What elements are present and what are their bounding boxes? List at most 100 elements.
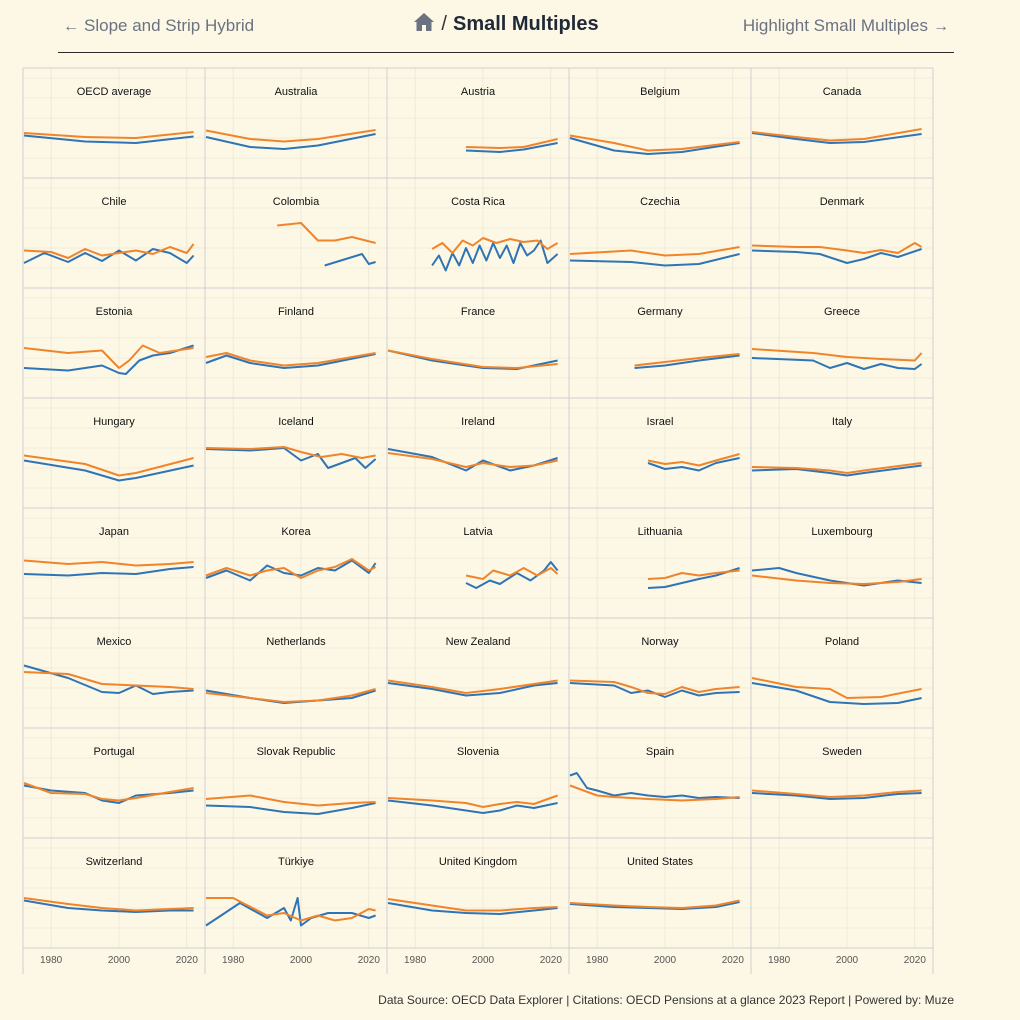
series-line-orange [23,344,194,369]
panel-title: Finland [278,306,314,318]
series-line-blue [569,253,740,267]
series-line-orange [205,352,376,367]
panel-title: Israel [647,416,674,428]
series-line-orange [23,782,194,802]
x-tick-label: 2000 [108,955,131,966]
panel-title: Denmark [820,196,865,208]
series-line-orange [751,462,922,474]
series-line-orange [569,134,740,152]
series-line-blue [23,344,194,375]
series-line-orange [569,679,740,695]
series-line-orange [23,454,194,477]
series-line-orange [751,348,923,362]
series-line-orange [465,567,559,580]
series-line-blue [751,567,922,587]
series-line-orange [751,574,922,585]
series-line-blue [23,899,194,913]
panel-title: Slovak Republic [257,746,336,758]
next-page-link[interactable]: Highlight Small Multiples → [743,16,954,36]
series-line-orange [205,129,376,143]
panel-title: Mexico [97,636,132,648]
x-tick-label: 1980 [222,955,245,966]
x-tick-label: 2020 [176,955,199,966]
x-tick-label: 2020 [358,955,381,966]
series-line-blue [387,799,558,814]
series-line-orange [569,246,740,257]
panel-title: Costa Rica [451,196,506,208]
panel-title: Iceland [278,416,313,428]
panel-title: Chile [101,196,126,208]
x-tick-label: 1980 [40,955,63,966]
series-line-orange [23,897,194,912]
series-line-blue [205,353,376,369]
x-tick-label: 2020 [722,955,745,966]
series-line-orange [205,794,376,807]
series-line-blue [569,137,740,155]
page-title: Small Multiples [452,13,599,35]
series-line-orange [634,353,740,367]
series-line-blue [205,897,376,927]
panel-title: Luxembourg [811,526,872,538]
panel-title: Spain [646,746,674,758]
series-line-blue [465,142,558,153]
series-line-blue [647,457,740,472]
series-line-blue [751,357,923,370]
series-line-blue [23,664,194,695]
series-line-orange [387,794,558,808]
series-line-blue [387,682,558,697]
series-line-orange [751,789,922,798]
prev-page-label: Slope and Strip Hybrid [84,16,255,35]
series-line-blue [431,239,559,272]
series-line-blue [23,248,195,264]
series-line-blue [324,253,376,267]
panel-title: Norway [641,636,679,648]
panel-title: Korea [281,526,311,538]
x-tick-label: 2020 [540,955,563,966]
panel-title: Switzerland [86,856,143,868]
series-line-orange [647,569,740,580]
series-line-blue [23,459,194,482]
footer-credits: Data Source: OECD Data Explorer | Citati… [378,993,954,1007]
panel-title: Netherlands [266,636,326,648]
series-line-orange [751,677,922,699]
panel-title: Türkiye [278,856,314,868]
x-tick-label: 2000 [836,955,859,966]
panel-title: Austria [461,86,496,98]
breadcrumb: / Small Multiples [58,12,954,37]
panel-title: Ireland [461,416,495,428]
series-line-orange [277,222,376,244]
arrow-left-icon: ← [63,18,79,35]
x-tick-label: 1980 [586,955,609,966]
small-multiples-chart: OECD average Australia Austria Belgium Canad… [22,67,934,974]
series-line-blue [634,354,740,369]
series-line-blue [23,566,194,577]
series-line-orange [465,138,558,149]
panel-title: Greece [824,306,860,318]
series-line-orange [751,128,922,142]
breadcrumb-separator: / [441,13,447,35]
series-line-blue [387,902,558,915]
series-line-orange [387,349,558,369]
arrow-right-icon: → [933,18,949,35]
series-line-blue [751,682,922,705]
series-line-orange [431,237,559,254]
prev-page-link[interactable]: ← Slope and Strip Hybrid [58,16,254,36]
x-tick-label: 2020 [904,955,927,966]
panel-title: Latvia [463,526,493,538]
series-line-blue [751,792,922,800]
x-tick-label: 1980 [404,955,427,966]
series-line-orange [751,242,923,254]
x-tick-label: 2000 [290,955,313,966]
series-line-orange [387,898,558,912]
series-line-blue [387,448,558,472]
panel-title: Japan [99,526,129,538]
panel-title: France [461,306,495,318]
home-icon[interactable] [413,12,435,37]
panel-title: Belgium [640,86,680,98]
series-line-blue [751,132,922,144]
series-line-blue [205,447,377,469]
panel-title: OECD average [77,86,152,98]
series-line-orange [387,452,558,468]
series-line-blue [569,682,740,698]
next-page-label: Highlight Small Multiples [742,16,928,35]
